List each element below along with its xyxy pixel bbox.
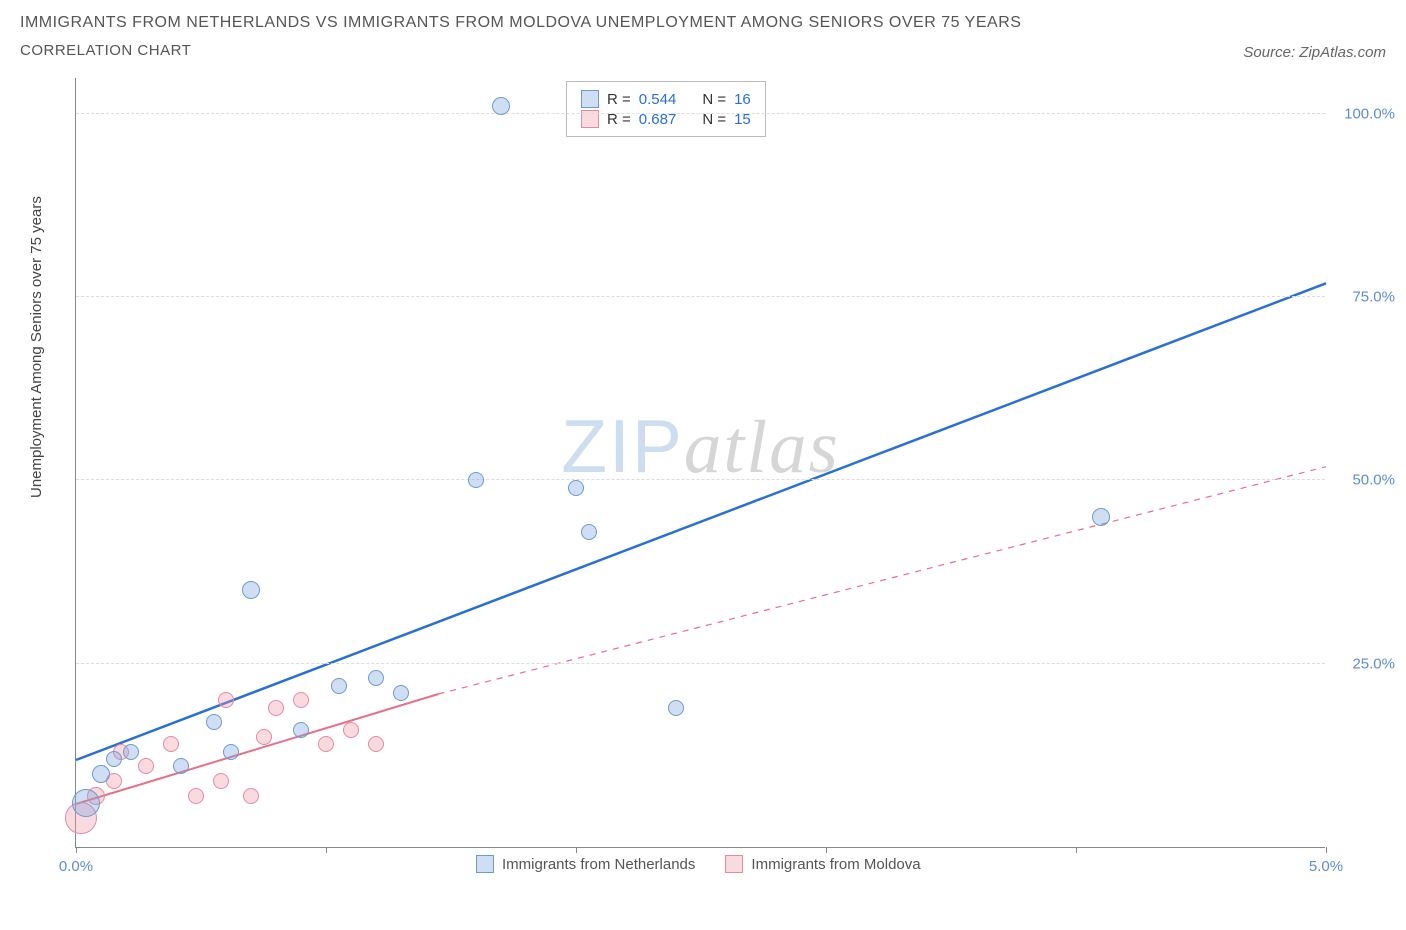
data-point-netherlands bbox=[173, 758, 189, 774]
data-point-netherlands bbox=[293, 722, 309, 738]
data-point-moldova bbox=[218, 692, 234, 708]
gridline bbox=[76, 113, 1325, 114]
x-tick-label: 0.0% bbox=[59, 858, 93, 875]
legend-item-netherlands: Immigrants from Netherlands bbox=[476, 855, 695, 873]
data-point-moldova bbox=[188, 788, 204, 804]
plot-region: ZIPatlas R =0.544N =16R =0.687N =15 Immi… bbox=[75, 78, 1325, 848]
data-point-netherlands bbox=[668, 700, 684, 716]
data-point-netherlands bbox=[568, 480, 584, 496]
data-point-netherlands bbox=[581, 524, 597, 540]
data-point-netherlands bbox=[393, 685, 409, 701]
gridline bbox=[76, 479, 1325, 480]
gridline bbox=[76, 663, 1325, 664]
data-point-netherlands bbox=[468, 472, 484, 488]
data-point-moldova bbox=[368, 736, 384, 752]
data-point-netherlands bbox=[123, 744, 139, 760]
swatch-moldova bbox=[725, 855, 743, 873]
legend-label-netherlands: Immigrants from Netherlands bbox=[502, 856, 695, 873]
x-tick bbox=[1326, 847, 1327, 853]
series-legend: Immigrants from Netherlands Immigrants f… bbox=[476, 855, 921, 873]
chart-header: IMMIGRANTS FROM NETHERLANDS VS IMMIGRANT… bbox=[0, 0, 1406, 61]
gridline bbox=[76, 296, 1325, 297]
data-point-netherlands bbox=[1092, 508, 1110, 526]
data-point-moldova bbox=[163, 736, 179, 752]
chart-title: IMMIGRANTS FROM NETHERLANDS VS IMMIGRANT… bbox=[20, 14, 1021, 32]
x-tick bbox=[576, 847, 577, 853]
y-tick-label: 75.0% bbox=[1352, 289, 1395, 306]
n-label: N = bbox=[702, 91, 726, 108]
data-point-moldova bbox=[293, 692, 309, 708]
correlation-legend: R =0.544N =16R =0.687N =15 bbox=[566, 81, 766, 137]
data-point-netherlands bbox=[242, 581, 260, 599]
data-point-netherlands bbox=[72, 789, 100, 817]
x-tick-label: 5.0% bbox=[1309, 858, 1343, 875]
data-point-moldova bbox=[318, 736, 334, 752]
data-point-netherlands bbox=[492, 97, 510, 115]
y-tick-label: 25.0% bbox=[1352, 655, 1395, 672]
source-name: ZipAtlas.com bbox=[1299, 44, 1386, 61]
source-attribution: Source: ZipAtlas.com bbox=[1243, 44, 1386, 61]
data-point-moldova bbox=[268, 700, 284, 716]
data-point-netherlands bbox=[206, 714, 222, 730]
data-point-netherlands bbox=[92, 765, 110, 783]
r-label: R = bbox=[607, 91, 631, 108]
x-tick bbox=[826, 847, 827, 853]
n-value: 16 bbox=[734, 91, 751, 108]
watermark-atlas: atlas bbox=[684, 406, 840, 489]
source-prefix: Source: bbox=[1243, 44, 1299, 61]
x-tick bbox=[76, 847, 77, 853]
data-point-netherlands bbox=[223, 744, 239, 760]
y-axis-label: Unemployment Among Seniors over 75 years bbox=[28, 196, 45, 498]
data-point-netherlands bbox=[106, 751, 122, 767]
data-point-moldova bbox=[138, 758, 154, 774]
legend-item-moldova: Immigrants from Moldova bbox=[725, 855, 920, 873]
title-block: IMMIGRANTS FROM NETHERLANDS VS IMMIGRANT… bbox=[20, 14, 1021, 59]
watermark: ZIPatlas bbox=[561, 403, 840, 491]
data-point-moldova bbox=[343, 722, 359, 738]
watermark-zip: ZIP bbox=[561, 404, 684, 488]
legend-swatch bbox=[581, 90, 599, 108]
data-point-moldova bbox=[213, 773, 229, 789]
data-point-moldova bbox=[243, 788, 259, 804]
x-tick bbox=[326, 847, 327, 853]
legend-stat-row: R = 0.544 N = 16 bbox=[581, 90, 751, 108]
swatch-netherlands bbox=[476, 855, 494, 873]
x-tick bbox=[1076, 847, 1077, 853]
y-tick-label: 100.0% bbox=[1344, 105, 1395, 122]
chart-subtitle: CORRELATION CHART bbox=[20, 42, 1021, 59]
legend-label-moldova: Immigrants from Moldova bbox=[751, 856, 920, 873]
data-point-moldova bbox=[256, 729, 272, 745]
chart-area: Unemployment Among Seniors over 75 years… bbox=[20, 78, 1386, 898]
data-point-netherlands bbox=[331, 678, 347, 694]
y-tick-label: 50.0% bbox=[1352, 472, 1395, 489]
data-point-netherlands bbox=[368, 670, 384, 686]
r-value: 0.544 bbox=[639, 91, 677, 108]
